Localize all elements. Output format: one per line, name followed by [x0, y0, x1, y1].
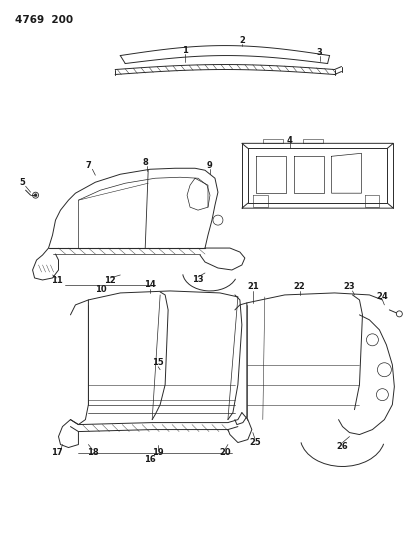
Text: 14: 14 [144, 280, 156, 289]
Text: 3: 3 [317, 48, 322, 57]
Text: 16: 16 [144, 455, 156, 464]
Circle shape [396, 311, 402, 317]
Text: 4769  200: 4769 200 [15, 14, 73, 25]
Text: 24: 24 [377, 293, 388, 302]
Text: 18: 18 [86, 448, 98, 457]
Text: 9: 9 [207, 161, 213, 170]
Circle shape [34, 193, 37, 197]
Text: 1: 1 [182, 46, 188, 55]
Text: 8: 8 [142, 158, 148, 167]
Text: 10: 10 [95, 286, 106, 294]
Text: 2: 2 [239, 36, 245, 45]
Circle shape [366, 334, 378, 346]
Text: 22: 22 [294, 282, 306, 292]
Text: 11: 11 [51, 277, 62, 286]
Text: 20: 20 [219, 448, 231, 457]
Circle shape [377, 363, 391, 377]
Text: 25: 25 [249, 438, 261, 447]
Text: 26: 26 [337, 442, 348, 451]
Text: 19: 19 [152, 448, 164, 457]
Text: 17: 17 [51, 448, 62, 457]
Circle shape [33, 192, 39, 198]
Circle shape [213, 215, 223, 225]
Text: 7: 7 [86, 161, 91, 170]
Text: 12: 12 [104, 277, 116, 286]
Text: 23: 23 [344, 282, 355, 292]
Text: 13: 13 [192, 276, 204, 285]
Text: 5: 5 [20, 177, 26, 187]
Text: 4: 4 [287, 136, 293, 145]
Text: 15: 15 [152, 358, 164, 367]
Circle shape [377, 389, 388, 401]
Text: 21: 21 [247, 282, 259, 292]
